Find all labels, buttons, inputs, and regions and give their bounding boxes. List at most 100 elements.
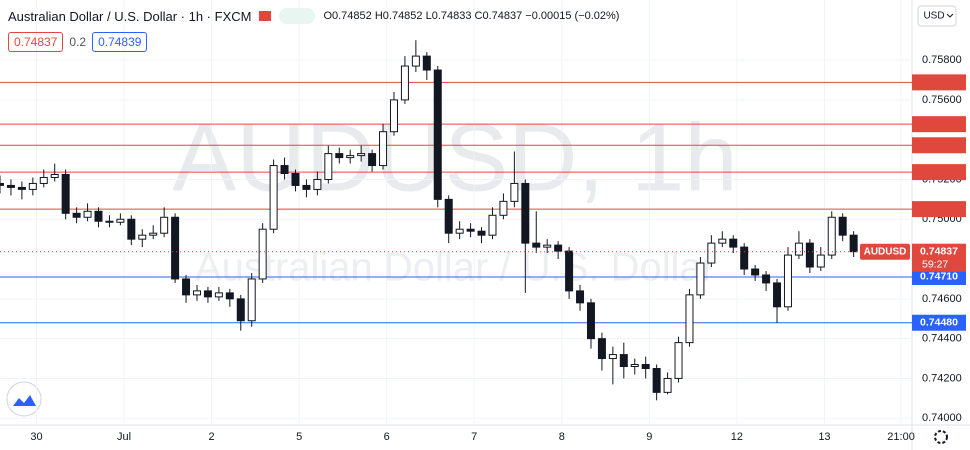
settings-icon[interactable] bbox=[934, 430, 948, 444]
candle-body bbox=[291, 173, 300, 186]
candle-body bbox=[422, 55, 431, 71]
candle-body bbox=[674, 342, 683, 379]
y-tick-label: 0.74600 bbox=[922, 293, 962, 305]
candle-body bbox=[6, 184, 15, 188]
symbol-badge bbox=[860, 243, 910, 260]
x-tick-label: 8 bbox=[559, 431, 565, 443]
candle-body bbox=[586, 302, 595, 340]
candle-body bbox=[783, 254, 792, 308]
candle-body bbox=[729, 238, 738, 248]
flag[interactable] bbox=[259, 11, 272, 21]
logo-icon bbox=[13, 395, 36, 406]
level-badge bbox=[912, 201, 966, 218]
x-tick-label: 2 bbox=[209, 431, 215, 443]
y-tick-label: 0.74400 bbox=[922, 333, 962, 345]
candle-body bbox=[225, 292, 234, 300]
bid[interactable]: 0.74837 bbox=[8, 32, 64, 52]
countdown: 59:27 bbox=[922, 258, 948, 270]
watermark-sub: Australian Dollar / U.S. Dollar bbox=[195, 246, 715, 290]
candle-body bbox=[630, 364, 639, 368]
candle-body bbox=[61, 173, 70, 214]
x-tick-label: 13 bbox=[818, 431, 830, 443]
currency-label[interactable]: USD bbox=[923, 11, 944, 22]
candle-body bbox=[138, 234, 147, 240]
candle-body bbox=[805, 242, 814, 268]
spread: 0.2 bbox=[69, 35, 87, 49]
candle-body bbox=[28, 182, 37, 190]
candle-body bbox=[565, 250, 574, 292]
candle-body bbox=[50, 173, 59, 178]
candle-body bbox=[521, 182, 530, 244]
candle-body bbox=[510, 182, 519, 202]
candle-body bbox=[269, 165, 278, 230]
candle-body bbox=[827, 216, 836, 256]
x-tick-label: 5 bbox=[296, 431, 302, 443]
candle-body bbox=[499, 200, 508, 216]
candle-body bbox=[379, 131, 388, 167]
price-badge bbox=[912, 243, 966, 272]
level-badge bbox=[912, 74, 966, 91]
symbol-badge-label: AUDUSD bbox=[864, 246, 907, 257]
candle-body bbox=[576, 290, 585, 304]
candle-body bbox=[597, 338, 606, 360]
currency-button[interactable] bbox=[917, 5, 957, 27]
logo[interactable] bbox=[6, 381, 42, 417]
legend-row: Australian Dollar / U.S. Dollar · 1h · F… bbox=[8, 8, 619, 24]
chevron bbox=[946, 13, 954, 18]
candle-body bbox=[335, 153, 344, 159]
level-badge bbox=[912, 137, 966, 154]
level-badge bbox=[912, 314, 966, 331]
level-badge bbox=[912, 116, 966, 133]
candle-body bbox=[685, 294, 694, 344]
candle-body bbox=[663, 377, 672, 393]
x-tick-label: 9 bbox=[646, 431, 652, 443]
candle-body bbox=[182, 278, 191, 296]
level-label: 0.74480 bbox=[920, 317, 958, 329]
x-tick-label: 21:00 bbox=[887, 431, 915, 443]
x-tick-label: 7 bbox=[471, 431, 477, 443]
quote-row: 0.74837 0.2 0.74839 bbox=[8, 32, 619, 52]
candle-body bbox=[17, 186, 26, 190]
status[interactable] bbox=[279, 8, 316, 24]
candle-body bbox=[346, 155, 355, 159]
candle-body bbox=[543, 244, 552, 248]
x-tick-label: 6 bbox=[384, 431, 390, 443]
candle-body bbox=[400, 65, 409, 101]
level-label: 0.74710 bbox=[920, 271, 958, 283]
candle-body bbox=[455, 228, 464, 234]
candle-body bbox=[773, 282, 782, 308]
candle-body bbox=[707, 242, 716, 264]
candle-body bbox=[794, 242, 803, 256]
candle-body bbox=[433, 69, 442, 200]
candle-body bbox=[94, 210, 103, 222]
candle-body bbox=[236, 298, 245, 322]
candle-body bbox=[444, 198, 453, 234]
watermark: AUDUSD, 1h bbox=[172, 104, 738, 211]
price-label: 0.74837 bbox=[920, 245, 958, 257]
candle-body bbox=[160, 216, 169, 234]
candle-body bbox=[171, 216, 180, 280]
y-tick-label: 0.74200 bbox=[922, 372, 962, 384]
legend: Australian Dollar / U.S. Dollar · 1h · F… bbox=[8, 8, 619, 52]
candle-body bbox=[0, 182, 5, 186]
candle-body bbox=[313, 178, 322, 190]
candle-body bbox=[247, 278, 256, 322]
y-tick-label: 0.75800 bbox=[922, 54, 962, 66]
candle-body bbox=[751, 268, 760, 276]
ask[interactable]: 0.74839 bbox=[92, 32, 148, 52]
candle-body bbox=[357, 153, 366, 157]
candle-body bbox=[324, 153, 333, 180]
candle-body bbox=[641, 364, 650, 369]
x-tick-label: 12 bbox=[731, 431, 743, 443]
candle-body bbox=[849, 234, 858, 253]
x-tick-label: 30 bbox=[30, 431, 42, 443]
candle-body bbox=[280, 165, 289, 175]
candle-body bbox=[389, 99, 398, 133]
candle-body bbox=[127, 218, 136, 240]
candle-body bbox=[214, 292, 223, 298]
candle-body bbox=[466, 228, 475, 232]
symbol: Australian Dollar / U.S. Dollar · 1h · F… bbox=[8, 8, 252, 24]
